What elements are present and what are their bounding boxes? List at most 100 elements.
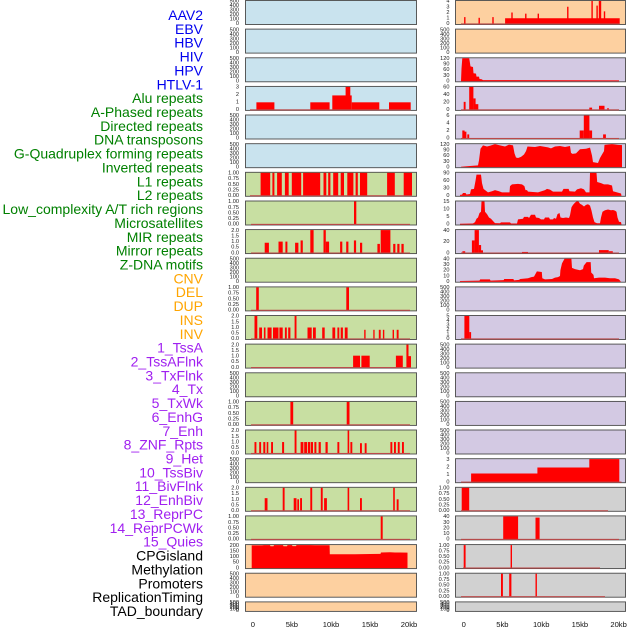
svg-text:500: 500 (440, 400, 449, 406)
svg-text:HPV: HPV (174, 62, 203, 78)
svg-text:0.75: 0.75 (228, 176, 239, 182)
svg-text:INV: INV (180, 326, 204, 342)
svg-text:400: 400 (440, 347, 449, 353)
svg-text:0: 0 (446, 537, 449, 543)
svg-text:0.5: 0.5 (231, 359, 239, 365)
svg-text:300: 300 (230, 380, 239, 386)
svg-text:0: 0 (446, 308, 449, 314)
svg-text:10kb: 10kb (533, 620, 549, 629)
svg-text:200: 200 (230, 270, 239, 276)
svg-text:1.5: 1.5 (231, 319, 239, 325)
svg-text:0.75: 0.75 (228, 205, 239, 211)
svg-text:0: 0 (446, 365, 449, 371)
svg-text:0.00: 0.00 (439, 565, 450, 571)
svg-text:6: 6 (446, 113, 449, 119)
svg-text:1.0: 1.0 (231, 239, 239, 245)
svg-text:AAV2: AAV2 (168, 7, 203, 23)
svg-text:L1 repeats: L1 repeats (137, 173, 203, 189)
svg-text:0.75: 0.75 (228, 405, 239, 411)
svg-text:500: 500 (230, 256, 239, 262)
svg-text:2: 2 (446, 464, 449, 470)
svg-text:0.50: 0.50 (228, 411, 239, 417)
svg-text:100: 100 (440, 360, 449, 366)
svg-text:200: 200 (230, 127, 239, 133)
svg-text:400: 400 (230, 602, 239, 608)
svg-text:60: 60 (443, 153, 449, 159)
svg-text:4_Tx: 4_Tx (172, 381, 203, 397)
svg-text:200: 200 (230, 70, 239, 76)
svg-text:2: 2 (446, 10, 449, 16)
svg-text:60: 60 (443, 67, 449, 73)
svg-text:120: 120 (440, 56, 449, 62)
svg-text:300: 300 (230, 65, 239, 71)
svg-text:0: 0 (236, 394, 239, 400)
svg-text:400: 400 (230, 461, 239, 467)
svg-text:10kb: 10kb (323, 620, 339, 629)
svg-text:5_TxWk: 5_TxWk (152, 395, 204, 411)
svg-text:0.50: 0.50 (228, 525, 239, 531)
svg-text:30: 30 (443, 73, 449, 79)
svg-text:3_TxFlnk: 3_TxFlnk (145, 367, 204, 383)
svg-text:Low_complexity A/T rich region: Low_complexity A/T rich regions (3, 201, 204, 217)
svg-text:0.50: 0.50 (439, 583, 450, 589)
svg-text:100: 100 (440, 418, 449, 424)
svg-text:0.00: 0.00 (439, 508, 450, 514)
svg-text:3: 3 (446, 4, 449, 10)
svg-text:100: 100 (230, 274, 239, 280)
svg-text:400: 400 (230, 146, 239, 152)
svg-text:HIV: HIV (180, 49, 204, 65)
svg-text:3: 3 (446, 457, 449, 463)
svg-text:1: 1 (446, 16, 449, 22)
svg-text:100: 100 (230, 17, 239, 23)
svg-text:400: 400 (230, 376, 239, 382)
svg-text:0.0: 0.0 (231, 451, 239, 457)
svg-text:40: 40 (443, 256, 449, 262)
svg-text:100: 100 (230, 554, 239, 560)
svg-text:0.50: 0.50 (228, 182, 239, 188)
svg-text:20: 20 (443, 268, 449, 274)
svg-text:0.00: 0.00 (228, 537, 239, 543)
svg-text:7_Enh: 7_Enh (163, 423, 203, 439)
svg-text:0.25: 0.25 (228, 417, 239, 423)
svg-text:CPGisland: CPGisland (136, 548, 203, 564)
svg-text:30: 30 (443, 159, 449, 165)
svg-text:10_TssBiv: 10_TssBiv (139, 464, 203, 480)
svg-text:10: 10 (443, 273, 449, 279)
svg-text:400: 400 (230, 576, 239, 582)
svg-text:0.25: 0.25 (228, 531, 239, 537)
svg-text:0.5: 0.5 (231, 331, 239, 337)
svg-text:1.0: 1.0 (231, 497, 239, 503)
svg-text:0: 0 (236, 79, 239, 85)
svg-text:300: 300 (230, 36, 239, 42)
svg-text:150: 150 (230, 548, 239, 554)
svg-text:20kb: 20kb (610, 620, 626, 629)
svg-text:0: 0 (446, 250, 449, 256)
svg-text:Promoters: Promoters (138, 575, 203, 591)
svg-text:500: 500 (440, 600, 449, 606)
svg-text:100: 100 (230, 45, 239, 51)
svg-text:1: 1 (446, 332, 449, 338)
svg-text:5: 5 (446, 214, 449, 220)
svg-text:0: 0 (236, 279, 239, 285)
svg-text:0: 0 (446, 79, 449, 85)
svg-text:2: 2 (236, 92, 239, 98)
svg-text:TAD_boundary: TAD_boundary (110, 603, 203, 619)
svg-text:1.00: 1.00 (228, 171, 239, 177)
svg-text:0: 0 (236, 565, 239, 571)
svg-text:100: 100 (440, 303, 449, 309)
svg-text:15_Quies: 15_Quies (143, 534, 203, 550)
svg-text:200: 200 (440, 41, 449, 47)
svg-text:13_ReprPC: 13_ReprPC (130, 506, 203, 522)
svg-text:500: 500 (230, 56, 239, 62)
svg-text:100: 100 (440, 607, 449, 613)
svg-text:1.00: 1.00 (228, 199, 239, 205)
svg-text:Z-DNA motifs: Z-DNA motifs (120, 257, 203, 273)
svg-text:300: 300 (440, 36, 449, 42)
svg-text:100: 100 (230, 607, 239, 613)
svg-text:0: 0 (446, 50, 449, 56)
svg-text:0: 0 (462, 620, 466, 629)
svg-text:20: 20 (443, 239, 449, 245)
svg-text:500: 500 (230, 571, 239, 577)
svg-text:400: 400 (440, 404, 449, 410)
svg-text:0.0: 0.0 (231, 336, 239, 342)
